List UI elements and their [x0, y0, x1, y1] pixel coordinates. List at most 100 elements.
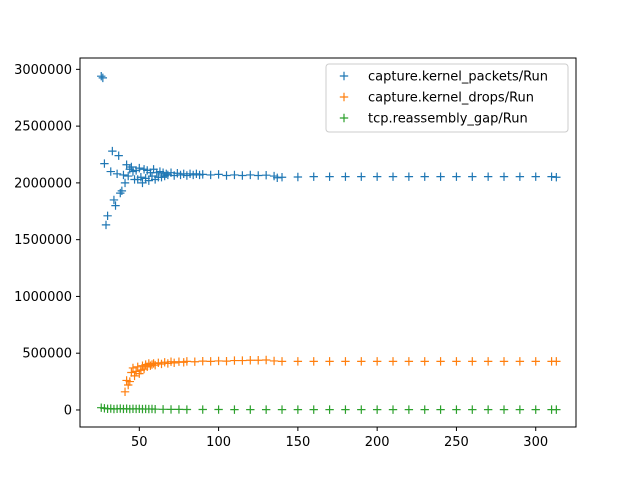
x-tick-label: 50	[131, 435, 148, 450]
data-point	[293, 405, 303, 414]
x-tick-label: 250	[444, 435, 469, 450]
data-point	[125, 377, 134, 386]
data-point	[138, 178, 147, 188]
data-point	[254, 356, 263, 365]
data-point	[150, 404, 160, 414]
data-point	[420, 172, 429, 181]
legend-entry: capture.kernel_drops/Run	[339, 91, 534, 106]
data-point	[436, 172, 445, 181]
data-point	[124, 380, 133, 390]
data-point	[97, 71, 106, 81]
data-point	[98, 73, 108, 83]
data-point	[109, 195, 119, 205]
data-point	[166, 405, 176, 414]
data-point	[388, 405, 398, 414]
y-tick-label: 2000000	[14, 176, 72, 191]
data-point	[531, 172, 540, 181]
data-point	[111, 201, 120, 210]
data-point	[325, 172, 334, 181]
data-point	[552, 405, 561, 414]
data-point	[124, 171, 133, 181]
plot-marks	[97, 71, 561, 414]
data-point	[206, 357, 215, 366]
data-point	[198, 356, 207, 366]
data-point	[341, 405, 350, 414]
data-point	[238, 356, 247, 365]
data-point	[404, 172, 414, 181]
data-point	[404, 357, 414, 366]
y-tick-label: 0	[64, 403, 72, 418]
legend-marker	[339, 113, 349, 123]
data-point	[261, 405, 271, 414]
data-point	[238, 171, 247, 180]
data-point	[515, 172, 525, 181]
data-point	[101, 220, 111, 230]
data-point	[174, 405, 184, 414]
data-point	[388, 357, 398, 366]
x-axis: 50 100 150 200 250 300	[131, 427, 548, 450]
data-point	[162, 169, 171, 179]
data-point	[127, 162, 136, 172]
data-point	[261, 355, 271, 365]
data-point	[112, 169, 122, 179]
data-point	[198, 405, 207, 414]
data-point	[552, 173, 561, 182]
data-point	[119, 170, 128, 180]
data-point	[103, 211, 112, 221]
y-tick-label: 3000000	[14, 63, 72, 78]
data-point	[452, 172, 461, 181]
data-point	[114, 151, 123, 160]
data-point	[246, 170, 255, 180]
data-point	[372, 172, 382, 181]
legend-label: capture.kernel_drops/Run	[368, 91, 534, 106]
x-tick-label: 300	[523, 435, 548, 450]
data-point	[468, 405, 477, 414]
data-point	[293, 172, 303, 182]
data-point	[499, 357, 509, 366]
data-point	[483, 357, 493, 366]
data-point	[357, 172, 366, 181]
y-axis: 0 500000 1000000 1500000 2000000 2500000 30000…	[14, 63, 80, 418]
data-point	[144, 176, 154, 185]
data-point	[325, 357, 334, 366]
data-point	[222, 171, 231, 180]
data-point	[116, 188, 125, 198]
data-point	[214, 170, 223, 179]
data-point	[230, 405, 239, 414]
data-point	[452, 357, 461, 366]
y-tick-label: 1000000	[14, 290, 72, 305]
data-point	[182, 357, 192, 366]
legend: capture.kernel_packets/Run capture.kernel…	[325, 63, 569, 133]
data-point	[246, 405, 255, 414]
data-point	[108, 146, 117, 156]
data-point	[135, 163, 144, 173]
data-point	[106, 167, 115, 176]
data-point	[309, 405, 318, 414]
data-point	[261, 170, 271, 180]
y-tick-label: 1500000	[14, 233, 72, 248]
series-1	[97, 71, 561, 230]
data-point	[120, 387, 130, 397]
data-point	[325, 405, 334, 414]
legend-entry: tcp.reassembly_gap/Run	[339, 112, 528, 127]
legend-label: tcp.reassembly_gap/Run	[368, 112, 528, 127]
data-point	[120, 178, 130, 188]
data-point	[404, 405, 414, 414]
data-point	[135, 369, 144, 378]
data-point	[483, 172, 493, 181]
data-point	[372, 357, 382, 366]
data-point	[552, 357, 561, 366]
data-point	[122, 160, 131, 169]
data-point	[483, 405, 493, 414]
data-point	[130, 371, 139, 381]
data-point	[420, 357, 429, 366]
series-2	[120, 355, 561, 397]
plot-frame	[79, 57, 577, 428]
legend-entry: capture.kernel_packets/Run	[339, 70, 548, 85]
data-point	[136, 173, 146, 182]
legend-label: capture.kernel_packets/Run	[368, 70, 548, 85]
data-point	[277, 405, 287, 414]
data-point	[341, 357, 350, 366]
data-point	[436, 405, 445, 414]
data-point	[468, 172, 477, 181]
